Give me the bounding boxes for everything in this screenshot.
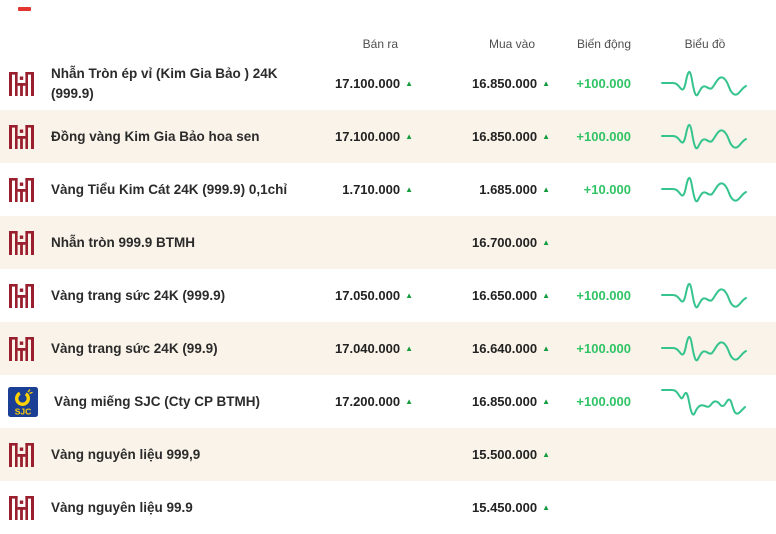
up-triangle-icon: ▲ (542, 502, 550, 512)
product-name: Vàng nguyên liệu 999,9 (51, 446, 201, 462)
btmh-monogram-icon (8, 228, 35, 258)
up-triangle-icon: ▲ (542, 184, 550, 194)
mua-vao-value: 15.500.000 ▲ (472, 447, 550, 462)
mua-vao-value: 16.850.000 ▲ (472, 76, 550, 91)
product-cell: Vàng trang sức 24K (99.9) (0, 334, 328, 364)
ban-ra-value: 17.100.000 ▲ (335, 129, 413, 144)
table-row[interactable]: SJC Vàng miếng SJC (Cty CP BTMH) 17.200.… (0, 375, 776, 428)
product-cell: Vàng Tiểu Kim Cát 24K (999.9) 0,1chỉ (0, 175, 328, 205)
svg-text:SJC: SJC (15, 406, 32, 416)
product-name: Nhẫn Tròn ép vỉ (Kim Gia Bảo ) 24K (999.… (51, 65, 278, 101)
table-body: Nhẫn Tròn ép vỉ (Kim Gia Bảo ) 24K (999.… (0, 57, 776, 534)
up-triangle-icon: ▲ (405, 78, 413, 88)
mua-vao-value: 1.685.000 ▲ (479, 182, 550, 197)
mua-vao-value: 15.450.000 ▲ (472, 500, 550, 515)
btmh-monogram-icon (8, 69, 35, 99)
product-name: Vàng nguyên liệu 99.9 (51, 499, 193, 515)
mua-vao-value: 16.700.000 ▲ (472, 235, 550, 250)
table-row[interactable]: Nhẫn tròn 999.9 BTMH 16.700.000 ▲ (0, 216, 776, 269)
up-triangle-icon: ▲ (405, 290, 413, 300)
btmh-monogram-icon (8, 281, 35, 311)
table-header-row: Bán ra Mua vào Biến động Biểu đồ (0, 0, 776, 57)
up-triangle-icon: ▲ (542, 290, 550, 300)
ban-ra-value: 17.100.000 ▲ (335, 76, 413, 91)
up-triangle-icon: ▲ (542, 131, 550, 141)
product-name: Vàng trang sức 24K (99.9) (51, 340, 218, 356)
table-row[interactable]: Vàng nguyên liệu 999,9 15.500.000 ▲ (0, 428, 776, 481)
column-header-name (0, 51, 328, 57)
table-row[interactable]: Vàng trang sức 24K (99.9) 17.040.000 ▲ 16… (0, 322, 776, 375)
sparkline-chart (634, 274, 776, 318)
product-name: Vàng trang sức 24K (999.9) (51, 287, 226, 303)
bien-dong-value: +100.000 (576, 288, 631, 303)
up-triangle-icon: ▲ (405, 131, 413, 141)
up-triangle-icon: ▲ (542, 449, 550, 459)
mua-vao-value: 16.850.000 ▲ (472, 394, 550, 409)
table-row[interactable]: Vàng nguyên liệu 99.9 15.450.000 ▲ (0, 481, 776, 534)
product-name: Vàng Tiểu Kim Cát 24K (999.9) 0,1chỉ (51, 181, 288, 197)
product-cell: Nhẫn Tròn ép vỉ (Kim Gia Bảo ) 24K (999.… (0, 64, 328, 103)
btmh-monogram-icon (8, 493, 35, 523)
btmh-monogram-icon (8, 334, 35, 364)
mua-vao-value: 16.640.000 ▲ (472, 341, 550, 356)
sparkline-chart (634, 62, 776, 106)
column-header-ban-ra: Bán ra (362, 37, 398, 51)
up-triangle-icon: ▲ (542, 343, 550, 353)
product-name: Nhẫn tròn 999.9 BTMH (51, 234, 196, 250)
ban-ra-value: 1.710.000 ▲ (342, 182, 413, 197)
product-cell: Vàng nguyên liệu 99.9 (0, 493, 328, 523)
table-row[interactable]: Nhẫn Tròn ép vỉ (Kim Gia Bảo ) 24K (999.… (0, 57, 776, 110)
sparkline-chart (634, 380, 776, 424)
btmh-monogram-icon (8, 122, 35, 152)
table-row[interactable]: Vàng trang sức 24K (999.9) 17.050.000 ▲ 1… (0, 269, 776, 322)
up-triangle-icon: ▲ (405, 343, 413, 353)
product-name: Vàng miếng SJC (Cty CP BTMH) (54, 393, 261, 409)
bien-dong-value: +100.000 (576, 341, 631, 356)
sjc-logo-icon: SJC (8, 386, 38, 417)
table-row[interactable]: Đồng vàng Kim Gia Bảo hoa sen 17.100.000… (0, 110, 776, 163)
column-header-bien-dong: Biến động (576, 37, 631, 51)
red-dash (18, 7, 31, 11)
up-triangle-icon: ▲ (405, 184, 413, 194)
bien-dong-value: +100.000 (576, 394, 631, 409)
product-cell: Nhẫn tròn 999.9 BTMH (0, 228, 328, 258)
table-row[interactable]: Vàng Tiểu Kim Cát 24K (999.9) 0,1chỉ 1.7… (0, 163, 776, 216)
sparkline-chart (634, 168, 776, 212)
column-header-mua-vao: Mua vào (488, 37, 535, 51)
sparkline-chart (634, 327, 776, 371)
column-header-bieu-do: Biểu đồ (684, 37, 726, 51)
ban-ra-value: 17.050.000 ▲ (335, 288, 413, 303)
up-triangle-icon: ▲ (405, 396, 413, 406)
up-triangle-icon: ▲ (542, 396, 550, 406)
product-cell: Vàng trang sức 24K (999.9) (0, 281, 328, 311)
mua-vao-value: 16.850.000 ▲ (472, 129, 550, 144)
ban-ra-value: 17.040.000 ▲ (335, 341, 413, 356)
product-cell: Đồng vàng Kim Gia Bảo hoa sen (0, 122, 328, 152)
sparkline-chart (634, 115, 776, 159)
btmh-monogram-icon (8, 175, 35, 205)
product-cell: Vàng nguyên liệu 999,9 (0, 440, 328, 470)
ban-ra-value: 17.200.000 ▲ (335, 394, 413, 409)
mua-vao-value: 16.650.000 ▲ (472, 288, 550, 303)
up-triangle-icon: ▲ (542, 237, 550, 247)
product-name: Đồng vàng Kim Gia Bảo hoa sen (51, 128, 260, 144)
bien-dong-value: +100.000 (576, 129, 631, 144)
bien-dong-value: +100.000 (576, 76, 631, 91)
up-triangle-icon: ▲ (542, 78, 550, 88)
bien-dong-value: +10.000 (583, 182, 631, 197)
btmh-monogram-icon (8, 440, 35, 470)
product-cell: SJC Vàng miếng SJC (Cty CP BTMH) (0, 386, 328, 417)
